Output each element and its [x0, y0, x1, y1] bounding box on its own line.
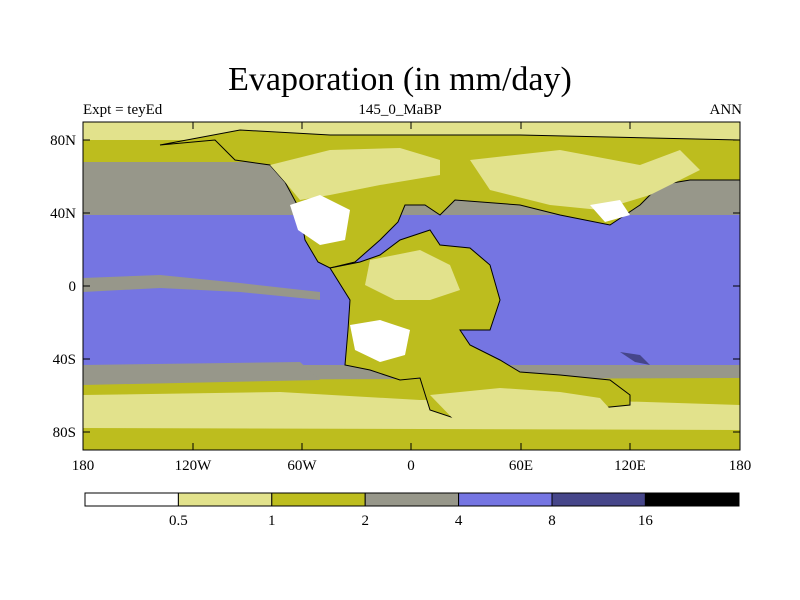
desert-south [350, 320, 410, 362]
colorbar-label: 1 [268, 513, 276, 529]
experiment-label: Expt = teyEd [83, 102, 163, 118]
colorbar-segment [271, 492, 366, 507]
colorbar-label: 0.5 [169, 513, 188, 529]
x-tick-label: 60E [509, 458, 533, 474]
southern-light [430, 388, 620, 428]
colorbar-label: 8 [548, 513, 556, 529]
y-tick-label: 80N [50, 133, 76, 149]
map-field [83, 122, 740, 450]
colorbar-segment [458, 492, 553, 507]
period-label: 145_0_MaBP [358, 102, 442, 118]
colorbar-segment [551, 492, 646, 507]
desert-east [590, 200, 630, 222]
asia-interior-light [470, 150, 700, 210]
y-tick-label: 40N [50, 206, 76, 222]
colorbar-segment [644, 492, 740, 507]
tropical-light [365, 250, 460, 300]
colorbar-segment [177, 492, 273, 507]
desert-west [290, 195, 350, 245]
high-evaporation-patch [620, 352, 650, 365]
colorbar-label: 4 [455, 513, 463, 529]
x-tick-label: 0 [407, 458, 415, 474]
colorbar-segment [364, 492, 460, 507]
x-tick-label: 60W [287, 458, 317, 474]
north-interior-light [270, 148, 440, 200]
map-title: Evaporation (in mm/day) [228, 61, 572, 98]
colorbar-label: 16 [638, 513, 654, 529]
y-tick-label: 0 [69, 279, 77, 295]
x-tick-label: 180 [729, 458, 752, 474]
pacific-dry-tongue [83, 275, 320, 300]
x-tick-label: 180 [72, 458, 95, 474]
colorbar-label: 2 [361, 513, 369, 529]
y-tick-label: 80S [53, 425, 76, 441]
x-tick-label: 120W [175, 458, 213, 474]
y-tick-label: 40S [53, 352, 76, 368]
x-tick-label: 120E [614, 458, 646, 474]
tick-marks [82, 122, 741, 450]
colorbar [84, 492, 740, 507]
season-label: ANN [709, 102, 743, 118]
colorbar-segment [84, 492, 179, 507]
band-south-pacific [83, 362, 320, 385]
